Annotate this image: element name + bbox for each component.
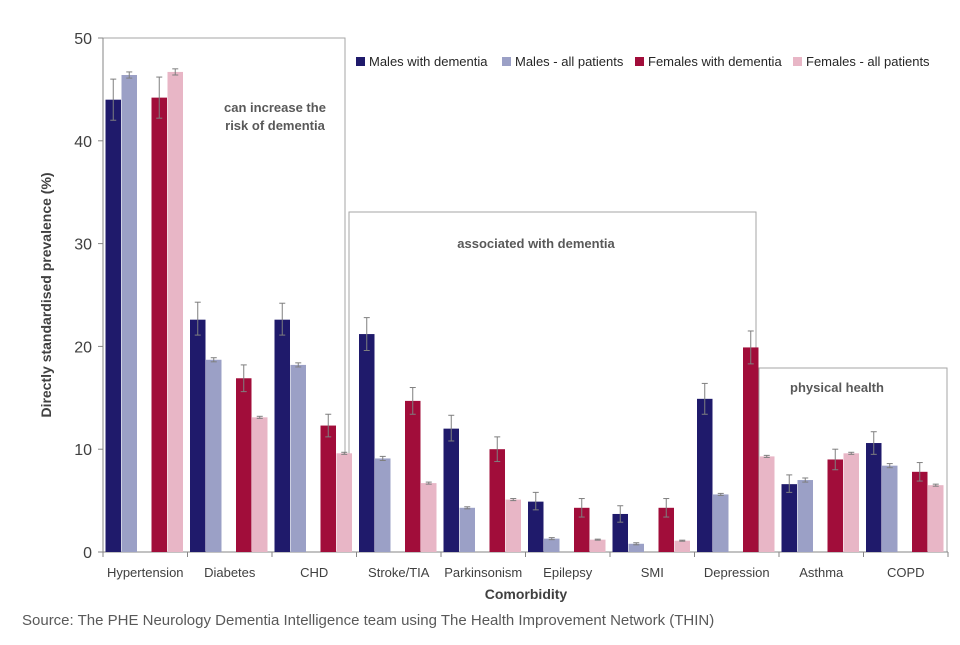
- y-axis-title: Directly standardised prevalence (%): [38, 172, 54, 417]
- x-tick-label: COPD: [887, 565, 925, 580]
- y-tick-label: 0: [83, 545, 92, 562]
- bar: [697, 398, 713, 552]
- bar: [505, 499, 521, 552]
- y-tick-label: 10: [74, 442, 92, 459]
- bar: [206, 359, 222, 552]
- bar: [459, 507, 475, 552]
- x-tick-label: Hypertension: [107, 565, 184, 580]
- bar: [658, 507, 674, 552]
- bar: [105, 99, 121, 553]
- bar: [759, 456, 775, 552]
- x-tick-label: Stroke/TIA: [368, 565, 430, 580]
- x-tick-label: Epilepsy: [543, 565, 593, 580]
- legend-swatch: [356, 57, 365, 66]
- source-caption: Source: The PHE Neurology Dementia Intel…: [22, 612, 715, 629]
- bar: [489, 449, 505, 552]
- bar: [866, 443, 882, 552]
- bar: [359, 334, 375, 552]
- x-tick-label: Depression: [704, 565, 770, 580]
- bar: [167, 71, 183, 552]
- y-tick-label: 50: [74, 31, 92, 48]
- y-tick-label: 40: [74, 134, 92, 151]
- bar: [590, 539, 606, 552]
- group-box-label: risk of dementia: [225, 118, 325, 133]
- x-axis-title: Comorbidity: [485, 586, 568, 602]
- bar: [827, 459, 843, 552]
- bar: [421, 483, 437, 552]
- group-box-label: can increase the: [224, 100, 326, 115]
- bar: [928, 485, 944, 552]
- bar: [713, 494, 729, 552]
- bar: [190, 319, 206, 552]
- bar: [121, 75, 137, 553]
- bar: [151, 97, 167, 553]
- bar: [843, 453, 859, 552]
- bar: [628, 543, 644, 552]
- bar: [290, 364, 306, 552]
- bar: [274, 319, 290, 552]
- legend-label: Males with dementia: [369, 54, 488, 69]
- bar: [252, 417, 268, 552]
- x-tick-label: Parkinsonism: [444, 565, 522, 580]
- bar: [674, 540, 690, 552]
- group-box-label: associated with dementia: [457, 236, 615, 251]
- legend-swatch: [635, 57, 644, 66]
- bar: [574, 507, 590, 552]
- bar: [743, 347, 759, 552]
- bar: [612, 513, 628, 552]
- x-tick-label: Asthma: [799, 565, 844, 580]
- x-tick-label: CHD: [300, 565, 328, 580]
- group-box: [102, 37, 346, 553]
- bar: [320, 425, 336, 552]
- bar: [375, 458, 391, 552]
- bar: [544, 538, 560, 552]
- legend-swatch: [793, 57, 802, 66]
- bar: [882, 465, 898, 552]
- bar: [336, 453, 352, 552]
- legend-swatch: [502, 57, 511, 66]
- bar: [528, 501, 544, 552]
- x-tick-label: Diabetes: [204, 565, 256, 580]
- legend-label: Males - all patients: [515, 54, 624, 69]
- y-tick-label: 20: [74, 339, 92, 356]
- bar: [797, 480, 813, 552]
- group-box-label: physical health: [790, 380, 884, 395]
- y-tick-label: 30: [74, 237, 92, 254]
- legend-label: Females - all patients: [806, 54, 930, 69]
- legend-label: Females with dementia: [648, 54, 782, 69]
- bar: [443, 428, 459, 552]
- bar: [236, 378, 252, 552]
- x-tick-label: SMI: [641, 565, 664, 580]
- bar: [912, 471, 928, 552]
- bar: [405, 400, 421, 552]
- bar: [781, 484, 797, 552]
